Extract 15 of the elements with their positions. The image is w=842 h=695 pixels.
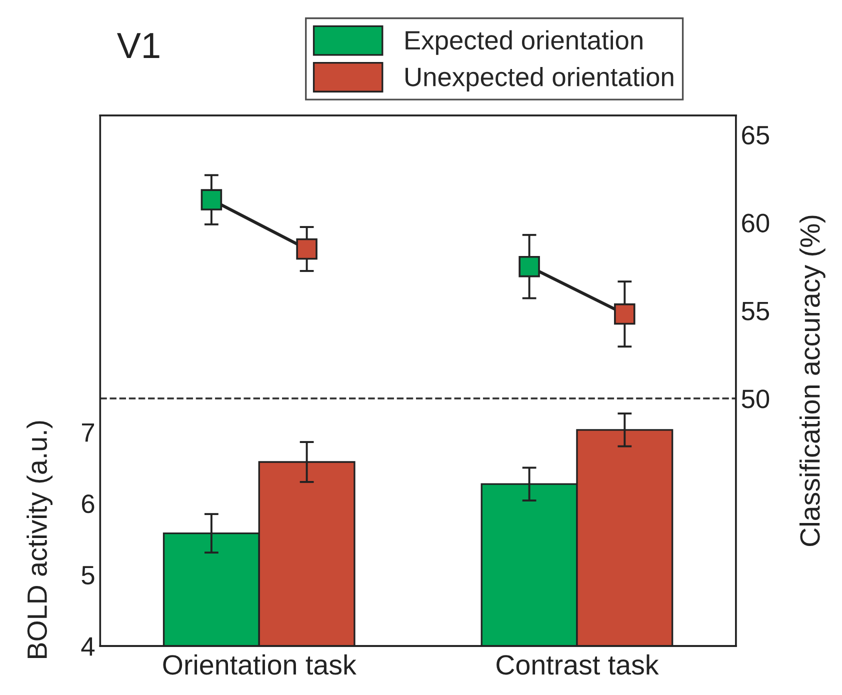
x-tick-label: Contrast task: [496, 654, 659, 675]
y2-tick-label: 55: [742, 302, 770, 320]
legend-label: Expected orientation: [406, 30, 642, 55]
y-tick-label: 7: [82, 423, 94, 442]
y-tick-label: 4: [81, 637, 95, 656]
y-axis-title: BOLD activity (a.u.): [26, 421, 53, 658]
y2-tick-label: 65: [742, 126, 770, 145]
y2-axis-title: Classification accuracy (%): [799, 216, 826, 546]
legend-label: Unexpected orientation: [406, 66, 674, 92]
y2-tick-label: 50: [742, 390, 770, 408]
y2-tick-label: 60: [742, 214, 770, 232]
x-tick-label: Orientation task: [163, 654, 356, 675]
chart-title: V1: [117, 33, 160, 58]
y-tick-label: 6: [82, 494, 94, 514]
y-tick-label: 5: [82, 566, 94, 585]
